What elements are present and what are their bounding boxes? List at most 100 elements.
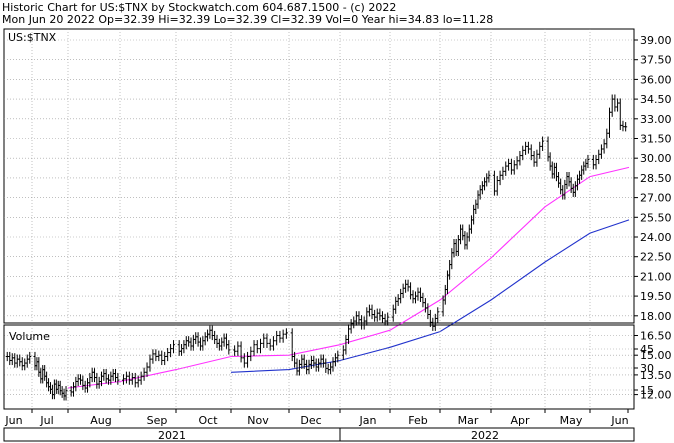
price-tick-label: 28.50 [640, 172, 672, 185]
price-bar [535, 149, 539, 167]
price-bar [538, 141, 542, 159]
x-tick-label: Apr [510, 414, 530, 427]
price-bar [136, 375, 140, 388]
price-tick-label: 21.00 [640, 270, 672, 283]
price-tick-label: 31.50 [640, 133, 672, 146]
x-tick-label: Aug [90, 414, 111, 427]
x-tick-label: Jun [610, 414, 628, 427]
price-tick-label: 16.50 [640, 330, 672, 343]
year-axis-box [3, 427, 635, 442]
volume-tick-label: 45 [640, 343, 654, 356]
price-bar [271, 336, 275, 351]
price-bar [233, 345, 237, 356]
price-bar [166, 347, 170, 362]
price-bar [154, 349, 158, 362]
price-bar [127, 371, 131, 385]
price-tick-label: 39.00 [640, 34, 672, 47]
price-bar [268, 338, 272, 351]
x-axis: Jun Jul Aug Sep Oct Nov Dec Jan Feb Mar Apr May Jun [4, 408, 634, 427]
price-grid [4, 29, 634, 395]
price-tick-label: 36.00 [640, 73, 672, 86]
price-bar [236, 341, 240, 356]
price-bar [262, 333, 266, 348]
x-tick-label: Jun [4, 414, 22, 427]
price-bar [145, 362, 149, 377]
price-tick-label: 37.50 [640, 54, 672, 67]
price-bar [509, 158, 513, 175]
price-tick-label: 13.50 [640, 369, 672, 382]
price-tick-label: 24.00 [640, 231, 672, 244]
price-bar [278, 330, 282, 343]
price-bar [512, 160, 516, 175]
price-bars [5, 94, 628, 401]
x-tick-label: Sep [147, 414, 168, 427]
price-bar [64, 386, 68, 401]
price-tick-label: 18.00 [640, 310, 672, 323]
year-axis: 2021 2022 [3, 427, 635, 442]
header-line-2: Mon Jun 20 2022 Op=32.39 Hi=32.39 Lo=32.… [2, 13, 493, 26]
x-tick-label: Jan [359, 414, 377, 427]
price-bar [163, 351, 167, 366]
price-bar [172, 340, 176, 354]
price-bar [124, 371, 128, 384]
x-tick-label: May [560, 414, 583, 427]
x-tick-label: Dec [300, 414, 321, 427]
price-y-axis: 39.00 37.50 36.00 34.50 33.00 31.50 30.00 28.50… [634, 34, 672, 402]
price-bar [487, 170, 491, 183]
moving-average-line [67, 166, 630, 389]
price-bar [518, 150, 522, 166]
price-bar [624, 122, 628, 132]
price-bar [265, 333, 269, 348]
price-bar [501, 166, 505, 180]
price-bar [495, 175, 499, 196]
x-tick-label: Mar [458, 414, 479, 427]
price-bar [275, 330, 279, 346]
price-bar [386, 312, 390, 326]
price-bar [139, 371, 143, 385]
price-bar [541, 136, 545, 151]
price-bar [130, 372, 134, 385]
price-tick-label: 33.00 [640, 113, 672, 126]
volume-grid [4, 325, 634, 409]
price-bar [28, 351, 32, 364]
price-tick-label: 19.50 [640, 290, 672, 303]
volume-tick-label: 30 [640, 362, 654, 375]
price-bar [436, 307, 440, 324]
x-tick-label: Jul [39, 414, 53, 427]
price-bar [492, 170, 496, 196]
price-bar [524, 141, 528, 155]
x-tick-label: Nov [247, 414, 269, 427]
price-tick-label: 12.00 [640, 389, 672, 402]
price-tick-label: 25.50 [640, 211, 672, 224]
price-bar [121, 374, 125, 385]
header-line-1: Historic Chart for US:$TNX by Stockwatch… [2, 1, 396, 14]
volume-title: Volume [9, 330, 50, 343]
price-bar [151, 349, 155, 364]
price-bar [246, 351, 250, 368]
price-bar [116, 372, 120, 385]
year-label: 2021 [158, 429, 186, 442]
price-bar [281, 329, 285, 343]
price-bar [529, 144, 533, 161]
price-bar [160, 350, 164, 366]
price-bar [515, 156, 519, 170]
price-bar [504, 161, 508, 176]
x-tick-label: Oct [198, 414, 218, 427]
price-bar [133, 372, 137, 388]
price-bar [532, 150, 536, 167]
volume-tick-label: 15 [640, 384, 654, 397]
price-bar [336, 350, 340, 363]
price-bar [169, 344, 173, 358]
price-bar [242, 353, 246, 368]
volume-y-axis: 45 30 15 [634, 343, 654, 397]
price-tick-label: 34.50 [640, 93, 672, 106]
symbol-label: US:$TNX [8, 31, 57, 44]
price-tick-label: 30.00 [640, 152, 672, 165]
price-bar [521, 145, 525, 161]
price-bar [526, 141, 530, 154]
year-label: 2022 [471, 429, 499, 442]
price-bar [148, 354, 152, 372]
